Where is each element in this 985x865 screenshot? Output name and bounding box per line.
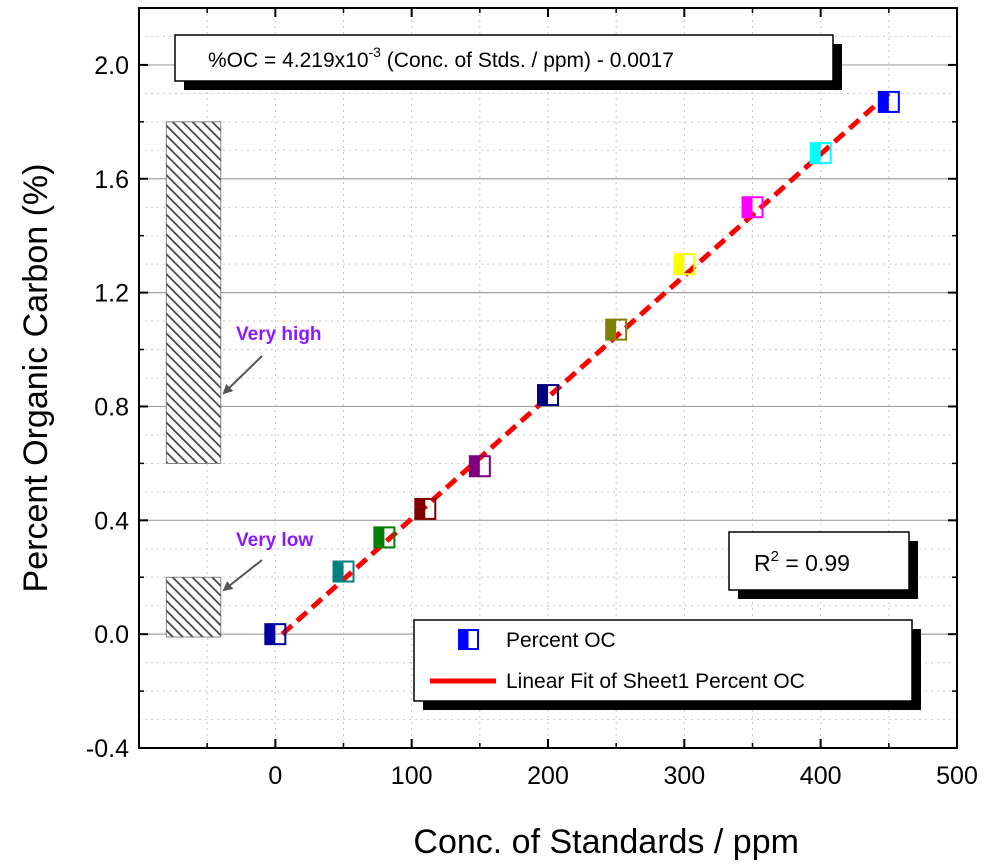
very-high-region <box>165 121 222 464</box>
x-tick-label: 400 <box>800 762 842 790</box>
data-point-outline <box>809 142 832 165</box>
data-point <box>468 455 491 478</box>
shaded-region-layer <box>165 121 222 638</box>
legend-marker-percent-oc <box>458 629 479 650</box>
data-point-outline <box>264 623 287 646</box>
r2-suffix: = 0.99 <box>779 550 850 576</box>
svg-text:%OC = 4.219x10-3 (Conc. of Std: %OC = 4.219x10-3 (Conc. of Stds. / ppm) … <box>208 44 674 72</box>
data-point-outline <box>414 497 437 520</box>
data-point <box>414 497 437 520</box>
data-point-outline <box>468 455 491 478</box>
data-point-outline <box>741 196 764 219</box>
legend: Percent OC Linear Fit of Sheet1 Percent … <box>413 619 921 710</box>
data-point-fill <box>878 91 889 112</box>
x-tick-label: 200 <box>527 762 569 790</box>
data-point-fill <box>606 319 617 340</box>
very-high-label: Very high <box>236 324 322 345</box>
data-point-fill <box>415 498 426 519</box>
r2-exponent: 2 <box>771 548 779 565</box>
data-point-fill <box>742 197 753 218</box>
equation-suffix: (Conc. of Stds. / ppm) - 0.0017 <box>381 49 674 72</box>
y-tick-label: 0.8 <box>94 393 129 421</box>
data-point <box>373 526 396 549</box>
data-point-fill <box>374 527 385 548</box>
legend-label-percent-oc: Percent OC <box>506 629 616 652</box>
y-tick-label: 1.6 <box>94 166 129 194</box>
very-high-arrow <box>222 355 263 395</box>
x-axis-title: Conc. of Standards / ppm <box>413 823 799 861</box>
data-point-outline <box>332 560 355 583</box>
data-point-fill <box>674 254 685 275</box>
y-tick-label: 2.0 <box>94 52 129 80</box>
data-point <box>673 253 696 276</box>
y-tick-label: 1.2 <box>94 280 129 308</box>
x-tick-label: 100 <box>391 762 433 790</box>
x-tick-label: 500 <box>936 762 978 790</box>
data-point-outline <box>877 90 900 113</box>
tick-layer <box>139 7 958 749</box>
data-point <box>605 318 628 341</box>
very-low-arrow <box>222 559 263 592</box>
data-point <box>332 560 355 583</box>
data-point-fill <box>265 624 276 645</box>
data-point-outline <box>673 253 696 276</box>
y-tick-label: 0.0 <box>94 621 129 649</box>
tick-label-layer: -0.4 0.0 0.4 0.8 1.2 1.6 2.0 0 100 200 300 400 500 <box>86 52 978 790</box>
y-axis-title: Percent Organic Carbon (%) <box>17 164 55 593</box>
fit-line-layer <box>280 91 891 637</box>
very-low-region <box>165 576 222 638</box>
y-tick-label: 0.4 <box>94 507 129 535</box>
very-low-label: Very low <box>236 530 313 551</box>
data-point <box>264 623 287 646</box>
data-point <box>741 196 764 219</box>
x-tick-label: 300 <box>663 762 705 790</box>
data-point <box>809 142 832 165</box>
data-point-outline <box>537 384 559 407</box>
data-point-outline <box>605 318 628 341</box>
data-point-fill <box>333 561 344 582</box>
equation-prefix: %OC = 4.219x10 <box>208 49 369 72</box>
data-point <box>537 384 559 407</box>
equation-exponent: -3 <box>369 44 382 60</box>
y-tick-label: -0.4 <box>86 735 129 763</box>
data-point-fill <box>538 385 548 406</box>
data-point-fill <box>810 143 821 164</box>
data-point-fill <box>469 456 480 477</box>
r2-prefix: R <box>754 550 771 576</box>
r-squared-box: R2 = 0.99 <box>728 531 918 599</box>
data-point-outline <box>373 526 396 549</box>
equation-box: %OC = 4.219x10-3 (Conc. of Stds. / ppm) … <box>174 34 842 90</box>
data-point-layer <box>264 90 900 646</box>
data-point <box>877 90 900 113</box>
x-tick-label: 0 <box>268 762 282 790</box>
linear-fit-line <box>280 91 891 637</box>
svg-text:R2 = 0.99: R2 = 0.99 <box>754 548 850 576</box>
legend-label-linear-fit: Linear Fit of Sheet1 Percent OC <box>506 670 805 693</box>
